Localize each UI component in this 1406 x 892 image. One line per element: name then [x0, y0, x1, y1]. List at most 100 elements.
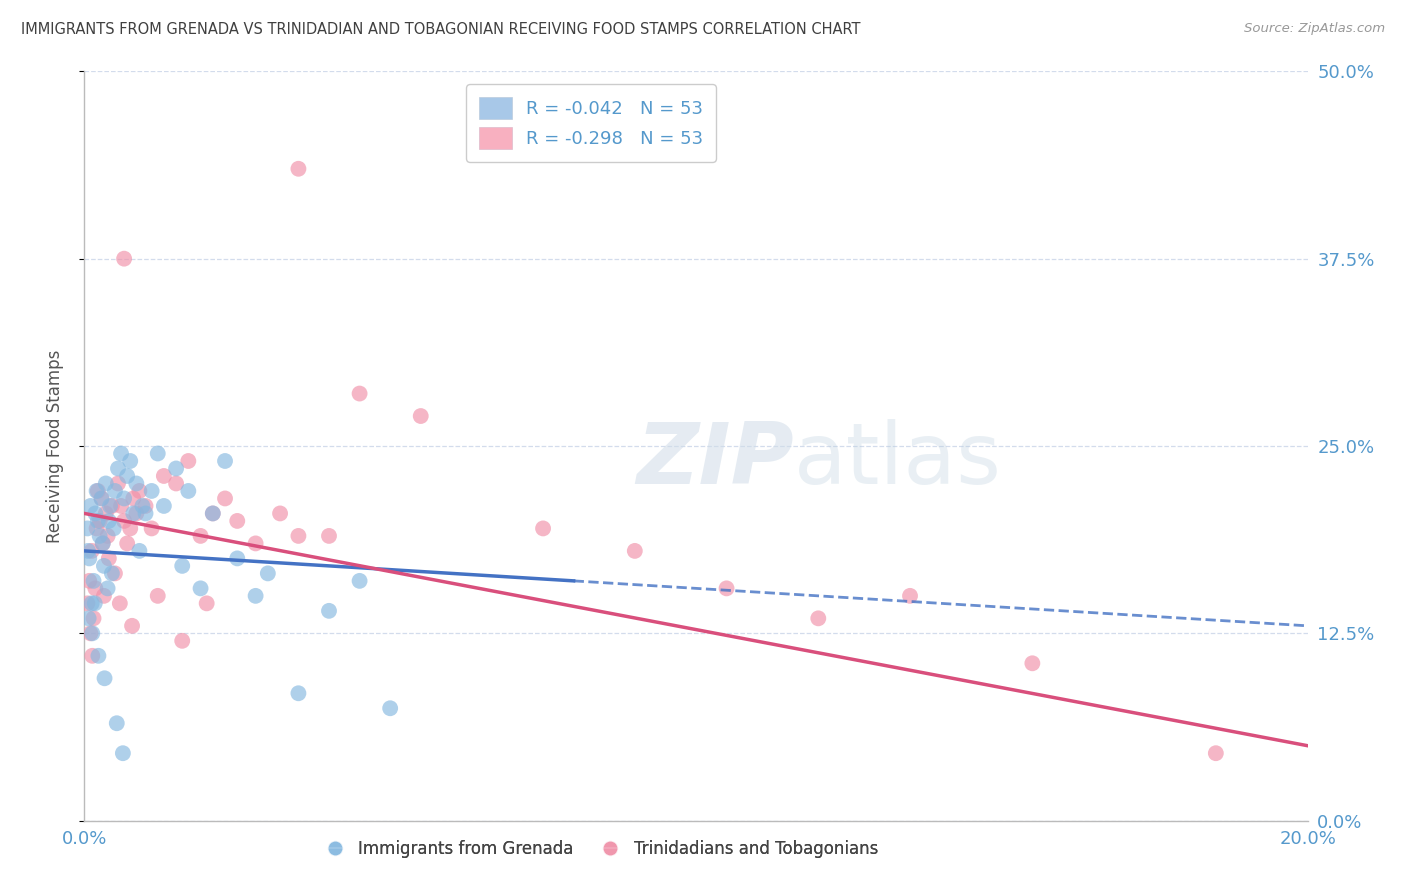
- Point: [77, 551, 100, 566]
- Point: [98, 499, 121, 513]
- Point: [79, 626, 101, 640]
- Point: [108, 596, 131, 610]
- Point: [91, 536, 114, 550]
- Point: [380, 701, 402, 715]
- Point: [104, 566, 127, 581]
- Point: [245, 536, 267, 550]
- Point: [1021, 657, 1043, 671]
- Point: [112, 514, 135, 528]
- Point: [93, 558, 115, 573]
- Point: [146, 589, 169, 603]
- Point: [94, 476, 117, 491]
- Legend: Immigrants from Grenada, Trinidadians and Tobagonians: Immigrants from Grenada, Trinidadians an…: [312, 833, 884, 864]
- Point: [89, 529, 111, 543]
- Point: [105, 716, 128, 731]
- Point: [97, 582, 120, 596]
- Point: [135, 499, 157, 513]
- Point: [83, 574, 105, 588]
- Point: [80, 596, 103, 610]
- Point: [898, 589, 921, 603]
- Point: [80, 544, 103, 558]
- Point: [128, 544, 150, 558]
- Text: ZIP: ZIP: [636, 419, 794, 502]
- Point: [177, 483, 200, 498]
- Point: [122, 507, 145, 521]
- Point: [172, 558, 194, 573]
- Point: [89, 514, 111, 528]
- Point: [165, 461, 187, 475]
- Point: [146, 446, 169, 460]
- Text: atlas: atlas: [794, 419, 1002, 502]
- Point: [214, 454, 236, 468]
- Point: [90, 491, 112, 506]
- Point: [128, 483, 150, 498]
- Text: IMMIGRANTS FROM GRENADA VS TRINIDADIAN AND TOBAGONIAN RECEIVING FOOD STAMPS CORR: IMMIGRANTS FROM GRENADA VS TRINIDADIAN A…: [21, 22, 860, 37]
- Point: [97, 551, 120, 566]
- Point: [107, 476, 129, 491]
- Point: [87, 514, 110, 528]
- Point: [103, 521, 125, 535]
- Point: [165, 476, 187, 491]
- Point: [409, 409, 432, 423]
- Point: [131, 499, 153, 513]
- Point: [90, 491, 112, 506]
- Point: [83, 611, 105, 625]
- Point: [84, 507, 107, 521]
- Point: [82, 626, 104, 640]
- Point: [82, 648, 104, 663]
- Point: [214, 491, 236, 506]
- Point: [120, 521, 142, 535]
- Point: [77, 611, 100, 625]
- Point: [107, 461, 129, 475]
- Text: Source: ZipAtlas.com: Source: ZipAtlas.com: [1244, 22, 1385, 36]
- Point: [624, 544, 647, 558]
- Point: [115, 469, 138, 483]
- Point: [245, 589, 267, 603]
- Point: [1205, 746, 1227, 760]
- Point: [172, 633, 194, 648]
- Point: [86, 521, 108, 535]
- Point: [101, 566, 124, 581]
- Point: [287, 161, 309, 176]
- Y-axis label: Receiving Food Stamps: Receiving Food Stamps: [45, 350, 63, 542]
- Point: [125, 476, 148, 491]
- Point: [269, 507, 291, 521]
- Point: [94, 507, 117, 521]
- Point: [141, 483, 163, 498]
- Point: [87, 648, 110, 663]
- Point: [226, 551, 249, 566]
- Point: [84, 582, 107, 596]
- Point: [121, 619, 143, 633]
- Point: [125, 507, 148, 521]
- Point: [287, 686, 309, 700]
- Point: [110, 499, 132, 513]
- Point: [318, 529, 340, 543]
- Point: [349, 386, 371, 401]
- Point: [122, 491, 145, 506]
- Point: [77, 544, 100, 558]
- Point: [201, 507, 224, 521]
- Point: [153, 469, 176, 483]
- Point: [141, 521, 163, 535]
- Point: [531, 521, 554, 535]
- Point: [112, 252, 135, 266]
- Point: [135, 507, 157, 521]
- Point: [86, 483, 108, 498]
- Point: [716, 582, 738, 596]
- Point: [97, 529, 120, 543]
- Point: [226, 514, 249, 528]
- Point: [201, 507, 224, 521]
- Point: [287, 529, 309, 543]
- Point: [112, 491, 135, 506]
- Point: [91, 536, 114, 550]
- Point: [93, 671, 115, 685]
- Point: [110, 446, 132, 460]
- Point: [120, 454, 142, 468]
- Point: [153, 499, 176, 513]
- Point: [190, 582, 212, 596]
- Point: [79, 499, 101, 513]
- Point: [318, 604, 340, 618]
- Point: [807, 611, 830, 625]
- Point: [101, 499, 124, 513]
- Point: [83, 596, 105, 610]
